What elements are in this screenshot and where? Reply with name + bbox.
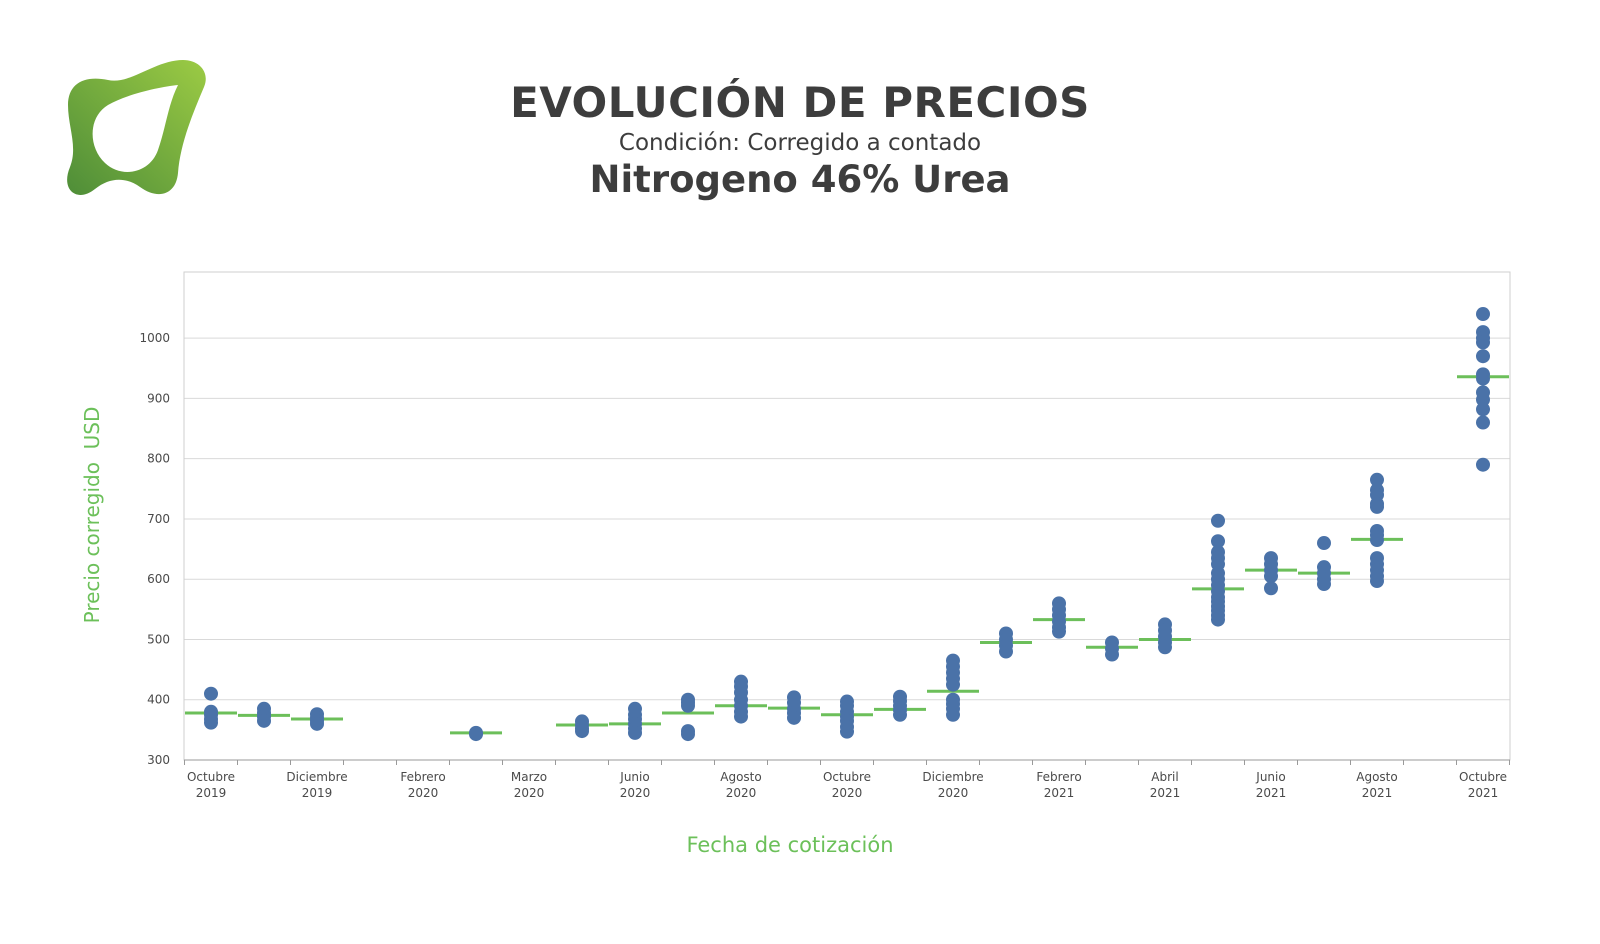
x-tick-label-month: Diciembre — [922, 770, 983, 784]
data-point — [1476, 392, 1490, 407]
tick-labels: 300 400 500 600 700 800 900 1000 Octubre 2019 Dici… — [139, 331, 1507, 800]
x-tick-label-month: Octubre — [823, 770, 871, 784]
x-tick-label-year: 2020 — [832, 786, 863, 800]
x-axis-label: Fecha de cotización — [686, 833, 893, 857]
data-point — [1105, 647, 1119, 662]
x-tick-label-month: Junio — [1255, 770, 1285, 784]
data-point — [204, 686, 218, 701]
x-tick-label-month: Agosto — [720, 770, 761, 784]
data-point — [893, 707, 907, 722]
y-axis-label: Precio corregido USD — [80, 407, 104, 624]
data-point — [1476, 402, 1490, 417]
mean-lines — [185, 375, 1509, 735]
product-title: Nitrogeno 46% Urea — [589, 158, 1011, 201]
data-point — [1211, 513, 1225, 528]
y-tick-label: 500 — [147, 632, 170, 646]
y-tick-label: 300 — [147, 753, 170, 767]
x-tick-label-year: 2020 — [408, 786, 439, 800]
data-point — [1264, 569, 1278, 584]
x-tick-label-year: 2020 — [938, 786, 969, 800]
data-point — [257, 713, 271, 728]
plot-frame — [183, 271, 1511, 761]
data-point — [310, 716, 324, 731]
leaf-logo-icon — [67, 60, 206, 195]
data-point — [204, 715, 218, 730]
x-tick-label-month: Junio — [619, 770, 649, 784]
data-point — [1370, 574, 1384, 589]
x-tick-label-year: 2020 — [620, 786, 651, 800]
data-point — [1317, 577, 1331, 592]
data-point — [1211, 534, 1225, 549]
x-tick-label-year: 2020 — [514, 786, 545, 800]
data-point — [681, 727, 695, 742]
data-point — [999, 644, 1013, 659]
y-tick-label: 400 — [147, 693, 170, 707]
axes — [183, 271, 1511, 765]
data-point — [1476, 457, 1490, 472]
data-point — [946, 707, 960, 722]
data-point — [1264, 581, 1278, 596]
page-title: EVOLUCIÓN DE PRECIOS — [510, 78, 1090, 127]
data-points — [204, 307, 1490, 742]
y-tick-label: 600 — [147, 572, 170, 586]
x-tick-label-year: 2019 — [302, 786, 333, 800]
data-point — [1158, 640, 1172, 655]
x-tick-label-month: Diciembre — [286, 770, 347, 784]
data-point — [575, 724, 589, 739]
x-tick-label-month: Octubre — [1459, 770, 1507, 784]
x-tick-label-year: 2019 — [196, 786, 227, 800]
data-point — [628, 725, 642, 740]
condition-subtitle: Condición: Corregido a contado — [618, 130, 982, 156]
x-tick-label-month: Marzo — [511, 770, 547, 784]
data-point — [1052, 624, 1066, 639]
data-point — [469, 727, 483, 742]
data-point — [1476, 307, 1490, 322]
data-point — [1370, 472, 1384, 487]
data-point — [1370, 533, 1384, 548]
x-tick-label-month: Agosto — [1356, 770, 1397, 784]
y-tick-label: 1000 — [139, 331, 170, 345]
data-point — [1317, 536, 1331, 551]
x-tick-label-month: Febrero — [400, 770, 445, 784]
x-tick-label-year: 2021 — [1256, 786, 1287, 800]
data-point — [1476, 335, 1490, 350]
x-tick-label-year: 2020 — [726, 786, 757, 800]
data-point — [734, 709, 748, 724]
y-tick-label: 800 — [147, 452, 170, 466]
y-tick-label: 900 — [147, 391, 170, 405]
y-tick-label: 700 — [147, 512, 170, 526]
x-tick-label-month: Octubre — [187, 770, 235, 784]
x-tick-label-year: 2021 — [1044, 786, 1075, 800]
x-tick-label-year: 2021 — [1150, 786, 1181, 800]
data-point — [1476, 415, 1490, 430]
grid-lines — [184, 337, 1510, 701]
data-point — [787, 710, 801, 725]
data-point — [946, 677, 960, 692]
x-tick-label-month: Febrero — [1036, 770, 1081, 784]
data-point — [1476, 371, 1490, 386]
x-tick-label-year: 2021 — [1468, 786, 1499, 800]
data-point — [1370, 499, 1384, 514]
data-point — [840, 724, 854, 739]
data-point — [1211, 612, 1225, 627]
x-tick-label-month: Abril — [1151, 770, 1178, 784]
data-point — [681, 698, 695, 713]
x-tick-label-year: 2021 — [1362, 786, 1393, 800]
data-point — [1476, 349, 1490, 364]
